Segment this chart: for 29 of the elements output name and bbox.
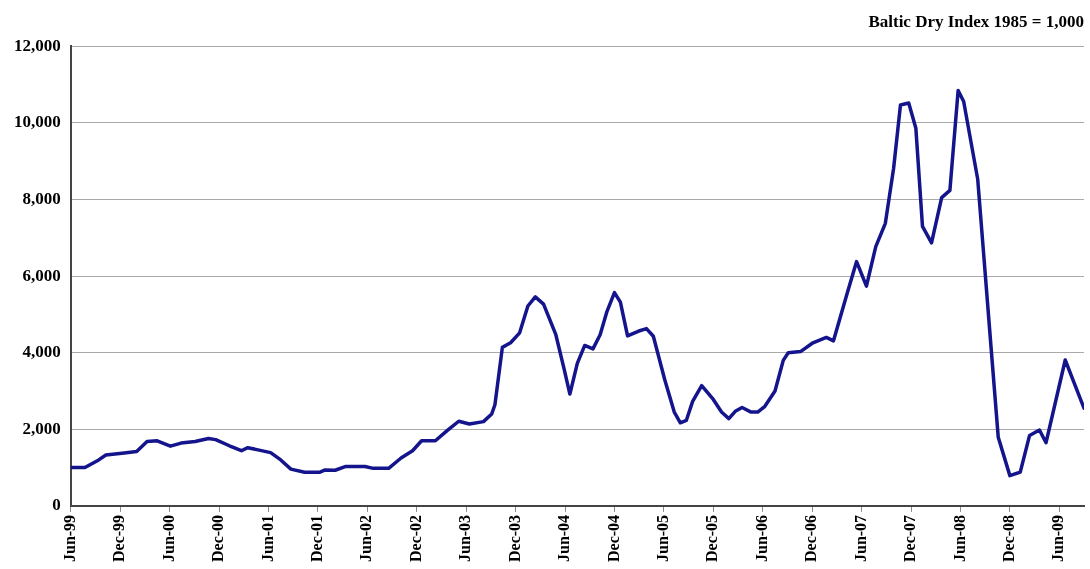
y-tick-label: 10,000: [14, 112, 61, 132]
x-tick-label: Jun-04: [555, 514, 573, 562]
x-tick-label: Jun-06: [752, 514, 770, 562]
x-tick-label: Dec-06: [802, 514, 820, 562]
x-tick-label: Jun-00: [159, 514, 177, 562]
x-tick-label: Jun-01: [258, 514, 276, 562]
x-tick-label: Dec-99: [110, 514, 128, 562]
y-tick-label: 0: [52, 495, 61, 515]
y-tick-label: 8,000: [22, 188, 61, 208]
x-tick-label: Dec-02: [406, 514, 424, 562]
x-tick-label: Jun-09: [1049, 514, 1067, 562]
x-tick-label: Jun-08: [950, 514, 968, 562]
x-tick-label: Jun-05: [654, 514, 672, 562]
x-tick-label: Dec-08: [1000, 514, 1017, 562]
x-tick-label: Jun-07: [851, 514, 869, 562]
x-tick-label: Dec-05: [703, 514, 721, 562]
x-tick-label: Jun-03: [456, 514, 474, 562]
x-tick-label: Dec-04: [604, 514, 622, 562]
y-tick-label: 2,000: [22, 418, 61, 438]
x-tick-label: Jun-99: [60, 514, 78, 562]
x-tick-label: Dec-01: [308, 514, 326, 562]
x-tick-label: Dec-03: [505, 514, 523, 562]
x-tick-label: Dec-07: [901, 514, 919, 562]
y-tick-label: 12,000: [14, 35, 61, 55]
y-tick-label: 4,000: [22, 342, 61, 362]
x-tick-label: Dec-00: [209, 514, 227, 562]
x-tick-label: Jun-02: [357, 514, 375, 562]
chart-title: Baltic Dry Index 1985 = 1,000: [868, 11, 1084, 31]
y-tick-label: 6,000: [22, 265, 61, 285]
